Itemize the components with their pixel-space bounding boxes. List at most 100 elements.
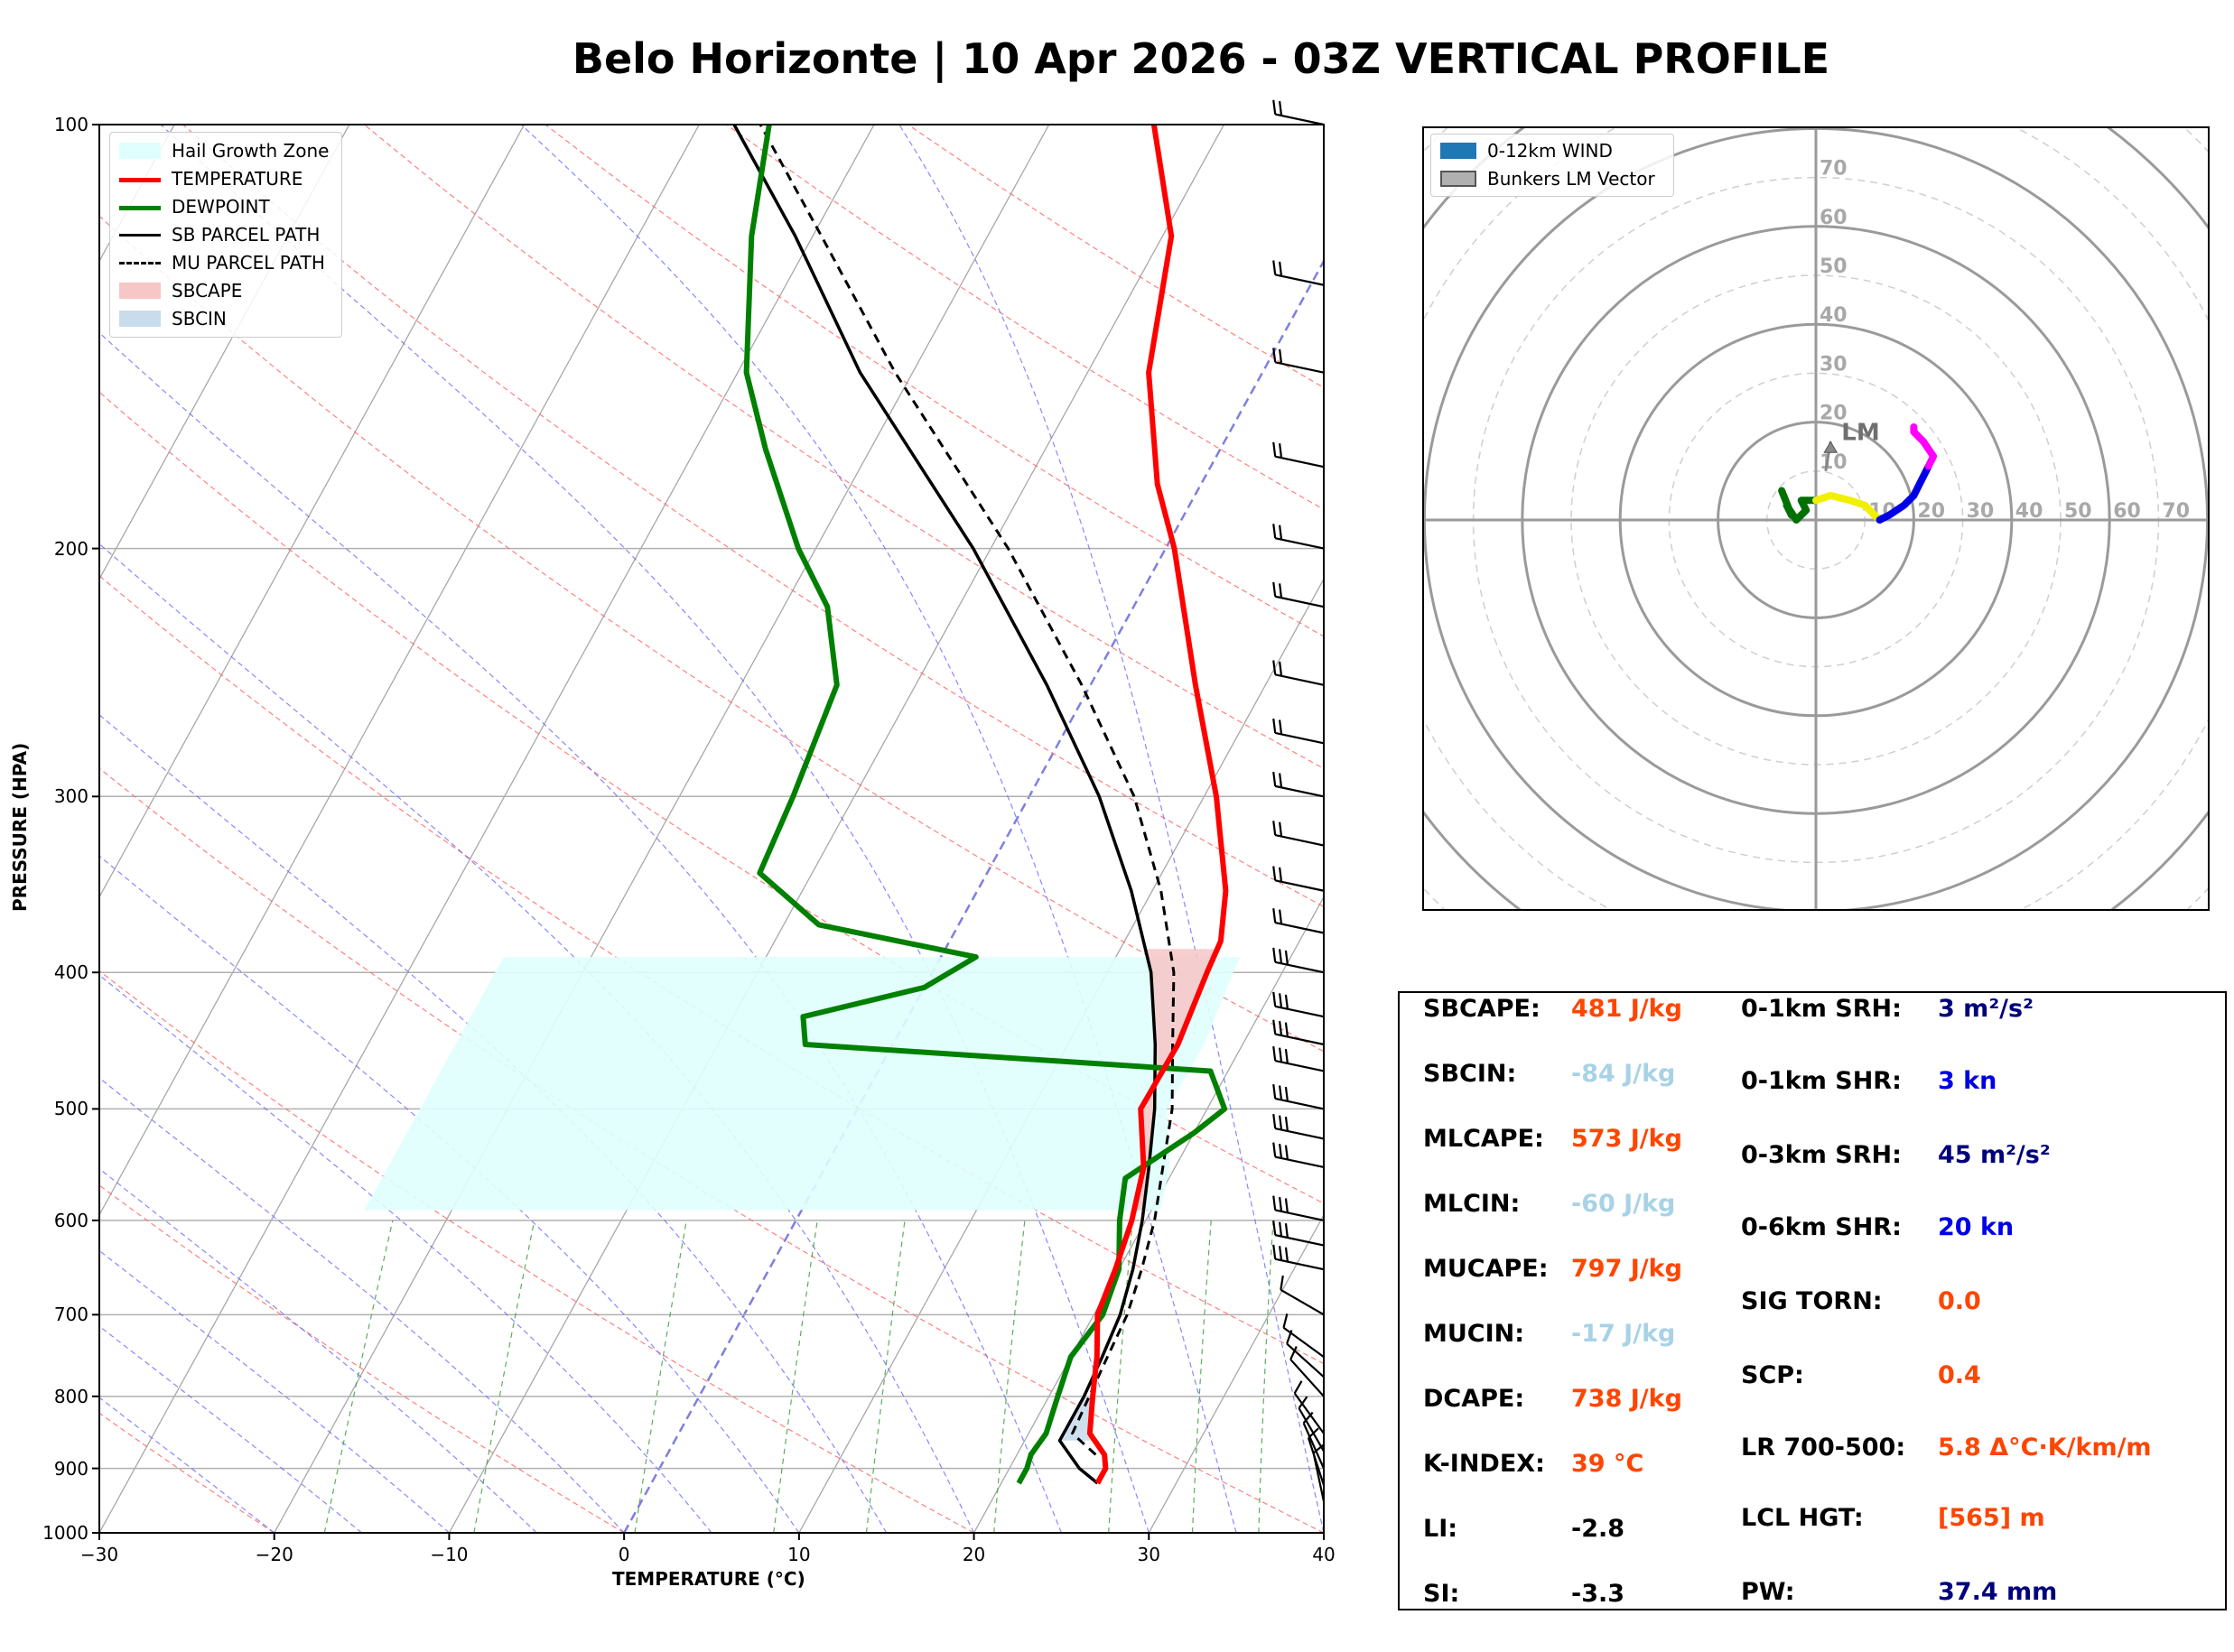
- wind-barb-flag: [1284, 994, 1289, 1009]
- wind-barb-flag: [1272, 99, 1277, 115]
- hodograph-segment: [1812, 491, 1884, 524]
- index-label: MLCAPE:: [1423, 1125, 1544, 1153]
- legend-swatch-sbcape: [119, 282, 161, 299]
- index-value: -84 J/kg: [1571, 1060, 1676, 1088]
- wind-barb: [1272, 1083, 1325, 1110]
- hodograph-ring: [1423, 127, 2209, 910]
- wind-barb-flag: [1272, 1083, 1277, 1100]
- wind-barb-flag: [1284, 1022, 1289, 1037]
- wind-barb: [1280, 1275, 1325, 1316]
- wind-barb-flag: [1272, 1114, 1277, 1129]
- wind-barb-flag: [1279, 1047, 1283, 1063]
- wind-barb-flag: [1293, 1380, 1303, 1394]
- wind-barb-flag: [1272, 660, 1277, 675]
- moist-adiabat-line: [99, 1167, 537, 1533]
- wind-barb-staff: [1274, 1127, 1325, 1140]
- isotherm-line: [99, 125, 526, 898]
- legend-label-sbcape: SBCAPE: [172, 279, 243, 302]
- wind-barb-flag: [1289, 1346, 1298, 1360]
- wind-barb-flag: [1279, 1085, 1283, 1100]
- legend-label-dewpoint: DEWPOINT: [172, 195, 270, 218]
- wind-barb-staff: [1274, 784, 1325, 798]
- wind-barb-flag: [1272, 260, 1277, 275]
- index-value: 5.8 Δ°C·K/km/m: [1938, 1434, 2152, 1462]
- wind-barb: [1272, 1142, 1325, 1169]
- x-tick-label: 20: [962, 1544, 986, 1565]
- ring-label-y: 40: [1820, 304, 1848, 327]
- dry-adiabat-line: [99, 391, 1324, 1204]
- legend-swatch-sb-parcel: [119, 227, 161, 243]
- dry-adiabat-line: [99, 1412, 275, 1533]
- wind-barb-staff: [1282, 1326, 1325, 1358]
- legend-swatch-wind: [1440, 142, 1476, 159]
- wind-barb-flag: [1279, 1196, 1283, 1212]
- wind-barb-flag: [1279, 348, 1283, 364]
- wind-barb-flag: [1272, 821, 1277, 836]
- wind-barb-flag: [1284, 950, 1289, 965]
- moist-adiabat-line: [99, 1077, 625, 1533]
- wind-barb-staff: [1274, 1155, 1325, 1169]
- wind-barb: [1272, 660, 1325, 686]
- ring-label-y: 30: [1820, 353, 1848, 376]
- legend-swatch-dewpoint: [119, 199, 161, 215]
- wind-barb-staff: [1312, 1452, 1326, 1502]
- skewt-frame: [98, 124, 1325, 1534]
- wind-barb: [1272, 821, 1325, 847]
- x-tick-label: 40: [1312, 1544, 1336, 1565]
- wind-barb-flag: [1272, 1195, 1277, 1211]
- wind-barb-staff: [1274, 921, 1325, 934]
- wind-barb: [1272, 991, 1325, 1018]
- dry-adiabat-line: [99, 575, 1324, 1365]
- legend-item-sb-parcel: SB PARCEL PATH: [110, 220, 341, 248]
- wind-barb-flag: [1272, 441, 1277, 457]
- wind-barb-flag: [1279, 1246, 1283, 1261]
- index-label: MUCAPE:: [1423, 1255, 1549, 1283]
- ring-label-y: 70: [1820, 158, 1848, 181]
- legend-label-temperature: TEMPERATURE: [172, 167, 303, 190]
- wind-barb-flag: [1272, 1019, 1277, 1035]
- wind-barb-flag: [1284, 1048, 1289, 1064]
- ring-label-y: 10: [1820, 451, 1848, 474]
- index-label: MLCIN:: [1423, 1190, 1521, 1218]
- wind-barb: [1272, 1244, 1325, 1271]
- index-label: SBCAPE:: [1423, 995, 1541, 1023]
- legend-swatch-temperature: [119, 171, 161, 187]
- wind-barb-staff: [1274, 455, 1325, 469]
- isotherm-line: [798, 578, 1324, 1533]
- wind-barb-flag: [1284, 1116, 1289, 1132]
- wind-barb-flag: [1279, 443, 1283, 459]
- wind-barb-flag: [1279, 261, 1283, 276]
- wind-barb: [1298, 1396, 1325, 1452]
- index-label: SI:: [1423, 1580, 1460, 1608]
- index-label: LI:: [1423, 1515, 1458, 1543]
- wind-barb-flag: [1284, 1247, 1289, 1262]
- wind-barb-staff: [1274, 537, 1325, 550]
- isotherm-line: [274, 125, 1050, 1533]
- index-value: 797 J/kg: [1571, 1255, 1682, 1283]
- wind-barb-flag: [1272, 581, 1277, 597]
- legend-item-dewpoint: DEWPOINT: [110, 192, 341, 220]
- ring-label-y: 20: [1820, 403, 1848, 425]
- wind-barb-flag: [1302, 1411, 1314, 1425]
- index-label: 0-3km SRH:: [1741, 1141, 1902, 1169]
- index-label: SCP:: [1741, 1361, 1804, 1389]
- wind-barb-flag: [1279, 719, 1283, 735]
- wind-barb-staff: [1286, 1342, 1325, 1378]
- legend-item-hail: Hail Growth Zone: [110, 136, 341, 164]
- wind-barb-flag: [1284, 1198, 1289, 1213]
- bunkers-lm-arrowhead: [1823, 441, 1838, 453]
- wind-barb-flag: [1279, 867, 1283, 882]
- skewt-legend: Hail Growth Zone TEMPERATURE DEWPOINT SB…: [109, 132, 342, 338]
- dry-adiabat-line: [99, 970, 974, 1533]
- wind-barb-staff: [1298, 1407, 1325, 1452]
- wind-barb-flag: [1272, 991, 1277, 1007]
- mixing-ratio-line: [865, 1220, 906, 1533]
- wind-barb: [1272, 947, 1325, 974]
- isotherm-line: [1148, 1213, 1324, 1533]
- index-value: [565] m: [1938, 1504, 2045, 1532]
- index-value: 0.4: [1938, 1361, 1981, 1389]
- wind-barb-staff: [1274, 274, 1325, 286]
- wind-barb-flag: [1279, 101, 1283, 116]
- wind-barb: [1272, 1019, 1325, 1046]
